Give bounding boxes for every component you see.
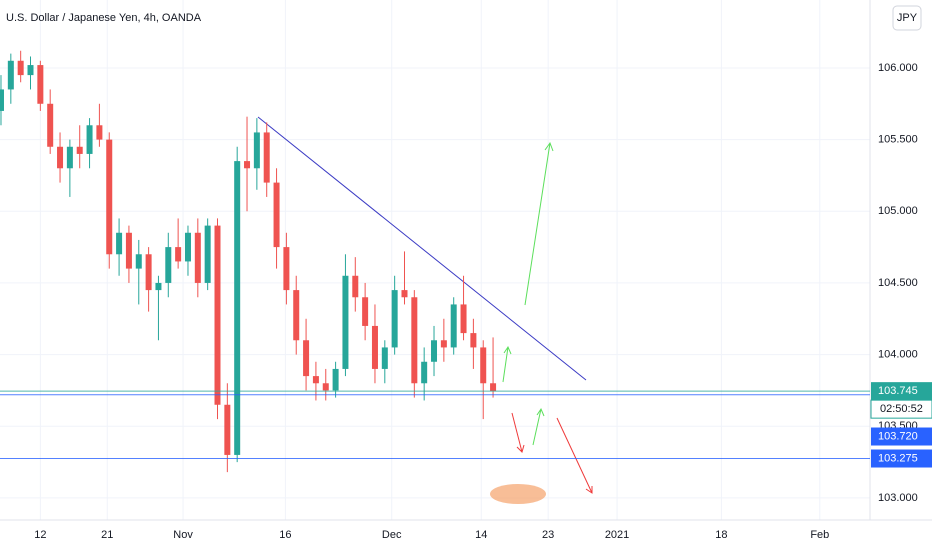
candle-body (96, 125, 103, 140)
price-label: 103.275 (878, 452, 918, 464)
candle-body (381, 347, 388, 369)
x-tick-label: 23 (542, 529, 554, 541)
candle-body (342, 275, 349, 369)
x-tick-label: 18 (715, 529, 727, 541)
candle-body (145, 254, 152, 291)
candle-body (175, 247, 182, 262)
arrow-up (502, 345, 512, 383)
price-label: 103.745 (878, 385, 918, 397)
countdown: 02:50:52 (880, 403, 923, 415)
x-tick-label: 16 (279, 529, 291, 541)
candles (0, 50, 497, 473)
arrow-down (511, 412, 525, 453)
candle-body (293, 290, 300, 341)
candle-body (155, 282, 162, 291)
candle-body (194, 232, 201, 283)
y-tick-label: 104.000 (878, 349, 918, 361)
candle-body (470, 333, 477, 348)
event-icon (490, 484, 546, 504)
candle-body (411, 297, 418, 384)
candle-body (440, 340, 447, 348)
candle-body (450, 304, 457, 348)
price-label-box (871, 449, 932, 468)
candle-body (332, 368, 339, 391)
candle-body (106, 139, 113, 255)
candle-body (57, 146, 64, 169)
x-tick-label: 12 (34, 529, 46, 541)
candle-body (273, 182, 280, 248)
trend-line (257, 116, 587, 381)
candle-body (234, 161, 241, 455)
arrow-up (532, 407, 545, 446)
x-tick-label: Nov (173, 529, 193, 541)
candle-body (214, 225, 221, 405)
arrow-down (556, 417, 593, 494)
candle-body (184, 232, 191, 262)
grid (0, 0, 870, 520)
candle-body (322, 383, 329, 391)
y-tick-label: 104.500 (878, 277, 918, 289)
candle-body (401, 290, 408, 298)
candle-body (352, 275, 359, 298)
x-tick-label: Feb (810, 529, 829, 541)
candle-body (135, 254, 142, 269)
candle-body (66, 146, 73, 169)
candle-body (263, 132, 270, 183)
y-tick-label: 105.000 (878, 205, 918, 217)
candle-body (244, 161, 251, 169)
candle-body (480, 347, 487, 384)
candle-body (431, 340, 438, 362)
price-label-box (871, 382, 932, 401)
candle-body (76, 146, 83, 154)
currency-label[interactable]: JPY (897, 12, 918, 24)
y-tick-label: 106.000 (878, 62, 918, 74)
candle-body (253, 132, 260, 169)
candle-body (312, 376, 319, 384)
candle-body (0, 89, 4, 111)
chart-title: U.S. Dollar / Japanese Yen, 4h, OANDA (6, 12, 202, 24)
candle-body (421, 361, 428, 384)
x-tick-label: 2021 (605, 529, 629, 541)
candle-body (362, 297, 369, 326)
axes: 103.000103.500104.000104.500105.000105.5… (34, 62, 918, 541)
x-tick-label: 21 (101, 529, 113, 541)
countdown-box (870, 399, 932, 419)
price-label: 103.720 (878, 430, 918, 442)
candle-body (371, 325, 378, 369)
candle-body (17, 60, 24, 76)
candle-body (303, 340, 310, 377)
candle-body (490, 383, 497, 392)
candle-body (86, 125, 93, 154)
y-tick-label: 103.000 (878, 492, 918, 504)
candle-body (460, 304, 467, 334)
price-label-box (871, 427, 932, 446)
arrows (502, 141, 593, 494)
candle-body (7, 60, 14, 90)
candle-body (125, 232, 132, 269)
candle-body (224, 404, 231, 455)
currency-button[interactable] (892, 5, 922, 31)
candle-body (204, 225, 211, 283)
candle-body (37, 65, 44, 104)
candle-body (391, 290, 398, 348)
y-tick-label: 105.500 (878, 134, 918, 146)
x-tick-label: Dec (382, 529, 402, 541)
candle-body (283, 247, 290, 291)
candle-body (27, 65, 34, 76)
candle-body (47, 103, 54, 147)
arrow-up (524, 141, 554, 306)
candle-body (165, 247, 172, 283)
candle-body (116, 232, 123, 255)
x-tick-label: 14 (475, 529, 487, 541)
